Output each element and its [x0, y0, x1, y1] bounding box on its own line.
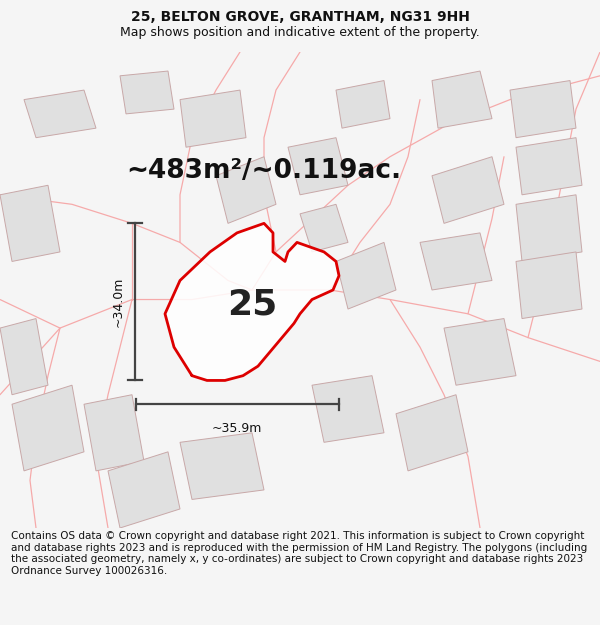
- Polygon shape: [84, 395, 144, 471]
- Text: 25: 25: [227, 288, 277, 321]
- Polygon shape: [432, 157, 504, 223]
- Polygon shape: [288, 138, 348, 195]
- Text: ~35.9m: ~35.9m: [212, 421, 262, 434]
- Polygon shape: [300, 204, 348, 252]
- Polygon shape: [516, 138, 582, 195]
- Polygon shape: [396, 395, 468, 471]
- Text: Map shows position and indicative extent of the property.: Map shows position and indicative extent…: [120, 26, 480, 39]
- Polygon shape: [444, 319, 516, 385]
- Polygon shape: [0, 185, 60, 261]
- Polygon shape: [24, 90, 96, 138]
- Polygon shape: [216, 157, 276, 223]
- Polygon shape: [336, 242, 396, 309]
- Polygon shape: [108, 452, 180, 528]
- Polygon shape: [336, 81, 390, 128]
- Text: 25, BELTON GROVE, GRANTHAM, NG31 9HH: 25, BELTON GROVE, GRANTHAM, NG31 9HH: [131, 11, 469, 24]
- Polygon shape: [516, 252, 582, 319]
- Polygon shape: [420, 233, 492, 290]
- Text: Contains OS data © Crown copyright and database right 2021. This information is : Contains OS data © Crown copyright and d…: [11, 531, 587, 576]
- Text: ~34.0m: ~34.0m: [112, 277, 125, 327]
- Polygon shape: [180, 90, 246, 148]
- Polygon shape: [165, 223, 339, 381]
- Polygon shape: [432, 71, 492, 128]
- Text: ~483m²/~0.119ac.: ~483m²/~0.119ac.: [127, 158, 401, 184]
- Polygon shape: [120, 71, 174, 114]
- Polygon shape: [510, 81, 576, 138]
- Polygon shape: [312, 376, 384, 442]
- Polygon shape: [0, 319, 48, 395]
- Polygon shape: [180, 432, 264, 499]
- Polygon shape: [516, 195, 582, 261]
- Polygon shape: [12, 385, 84, 471]
